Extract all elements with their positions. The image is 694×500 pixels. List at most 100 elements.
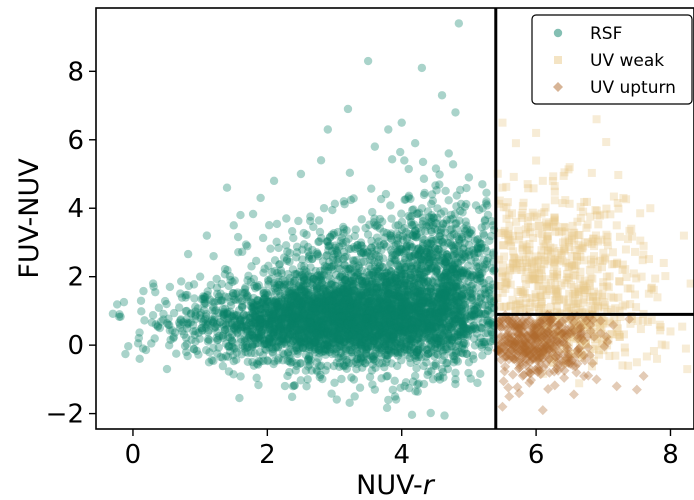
data-point-rsf (271, 301, 280, 310)
data-point-rsf (182, 339, 191, 349)
data-point-rsf (266, 311, 275, 320)
data-point-rsf (398, 337, 407, 346)
data-point-rsf (356, 313, 365, 323)
data-point-rsf (332, 312, 342, 322)
data-point-rsf (423, 317, 432, 326)
data-point-uv-weak (533, 263, 542, 272)
data-point-rsf (295, 312, 304, 321)
data-point-rsf (271, 305, 281, 314)
data-point-rsf (281, 327, 291, 336)
data-point-rsf (321, 300, 331, 310)
data-point-rsf (358, 304, 368, 313)
data-point-rsf (289, 297, 299, 307)
data-point-rsf (340, 298, 350, 308)
data-point-rsf (265, 325, 275, 335)
data-point-rsf (355, 349, 365, 358)
data-point-rsf (238, 288, 247, 297)
data-point-rsf (355, 301, 365, 310)
data-point-rsf (385, 337, 394, 346)
data-point-rsf (253, 338, 262, 348)
data-point-rsf (413, 326, 423, 336)
data-point-rsf (440, 207, 449, 216)
data-point-rsf (295, 303, 304, 312)
data-point-rsf (345, 306, 354, 315)
data-point-rsf (282, 318, 292, 327)
data-point-rsf (266, 274, 276, 284)
data-point-rsf (426, 343, 436, 352)
data-point-rsf (245, 318, 254, 328)
data-point-rsf (323, 309, 332, 318)
data-point-rsf (283, 356, 292, 366)
data-point-rsf (375, 306, 385, 316)
data-point-rsf (422, 248, 432, 257)
data-point-rsf (245, 318, 254, 328)
data-point-rsf (325, 309, 335, 319)
data-point-rsf (321, 296, 330, 305)
data-point-rsf (390, 313, 400, 322)
data-point-rsf (389, 341, 399, 351)
data-point-rsf (281, 339, 290, 349)
data-point-rsf (368, 207, 377, 217)
data-point-rsf (281, 312, 291, 321)
data-point-rsf (287, 316, 297, 326)
data-point-rsf (298, 321, 307, 331)
data-point-rsf (360, 329, 369, 338)
data-point-rsf (236, 372, 245, 381)
data-point-rsf (329, 290, 339, 300)
data-point-rsf (233, 328, 242, 337)
data-point-rsf (253, 296, 262, 305)
data-point-rsf (396, 273, 405, 282)
data-point-uv-weak (537, 272, 546, 281)
data-point-rsf (368, 343, 377, 352)
data-point-rsf (406, 273, 416, 283)
data-point-rsf (393, 339, 402, 349)
data-point-rsf (402, 303, 411, 312)
data-point-rsf (448, 160, 458, 169)
data-point-rsf (284, 288, 293, 297)
data-point-rsf (299, 331, 309, 341)
data-point-rsf (325, 324, 335, 333)
data-point-rsf (307, 319, 317, 328)
data-point-rsf (304, 312, 314, 322)
data-point-rsf (415, 333, 424, 343)
data-point-rsf (343, 316, 352, 325)
data-point-rsf (329, 316, 339, 326)
data-point-rsf (336, 319, 346, 329)
data-point-rsf (174, 318, 184, 327)
data-point-rsf (297, 305, 306, 315)
data-point-rsf (221, 339, 231, 348)
data-point-rsf (371, 312, 381, 321)
data-point-rsf (377, 309, 387, 319)
data-point-rsf (372, 332, 382, 342)
data-point-rsf (415, 287, 425, 296)
data-point-rsf (361, 307, 370, 316)
data-point-rsf (191, 302, 200, 311)
data-point-rsf (401, 306, 411, 316)
data-point-rsf (203, 319, 212, 329)
data-point-rsf (357, 353, 366, 362)
data-point-rsf (279, 326, 289, 336)
data-point-rsf (267, 315, 276, 325)
data-point-rsf (331, 298, 341, 308)
data-point-rsf (428, 221, 438, 230)
data-point-rsf (420, 315, 430, 324)
data-point-rsf (240, 288, 249, 298)
data-point-rsf (203, 318, 213, 327)
data-point-rsf (135, 328, 144, 337)
data-point-rsf (320, 322, 329, 332)
data-point-rsf (387, 253, 396, 263)
data-point-rsf (355, 290, 364, 300)
data-point-uv-weak (608, 248, 617, 257)
data-point-rsf (358, 290, 368, 299)
data-point-rsf (425, 321, 434, 330)
data-point-rsf (265, 297, 274, 307)
data-point-rsf (307, 317, 317, 327)
data-point-rsf (248, 303, 258, 313)
data-point-rsf (345, 318, 354, 327)
data-point-rsf (281, 309, 290, 318)
data-point-rsf (295, 272, 305, 281)
data-point-rsf (453, 308, 462, 318)
data-point-rsf (332, 306, 341, 316)
data-point-rsf (328, 306, 337, 316)
data-point-rsf (448, 230, 457, 240)
